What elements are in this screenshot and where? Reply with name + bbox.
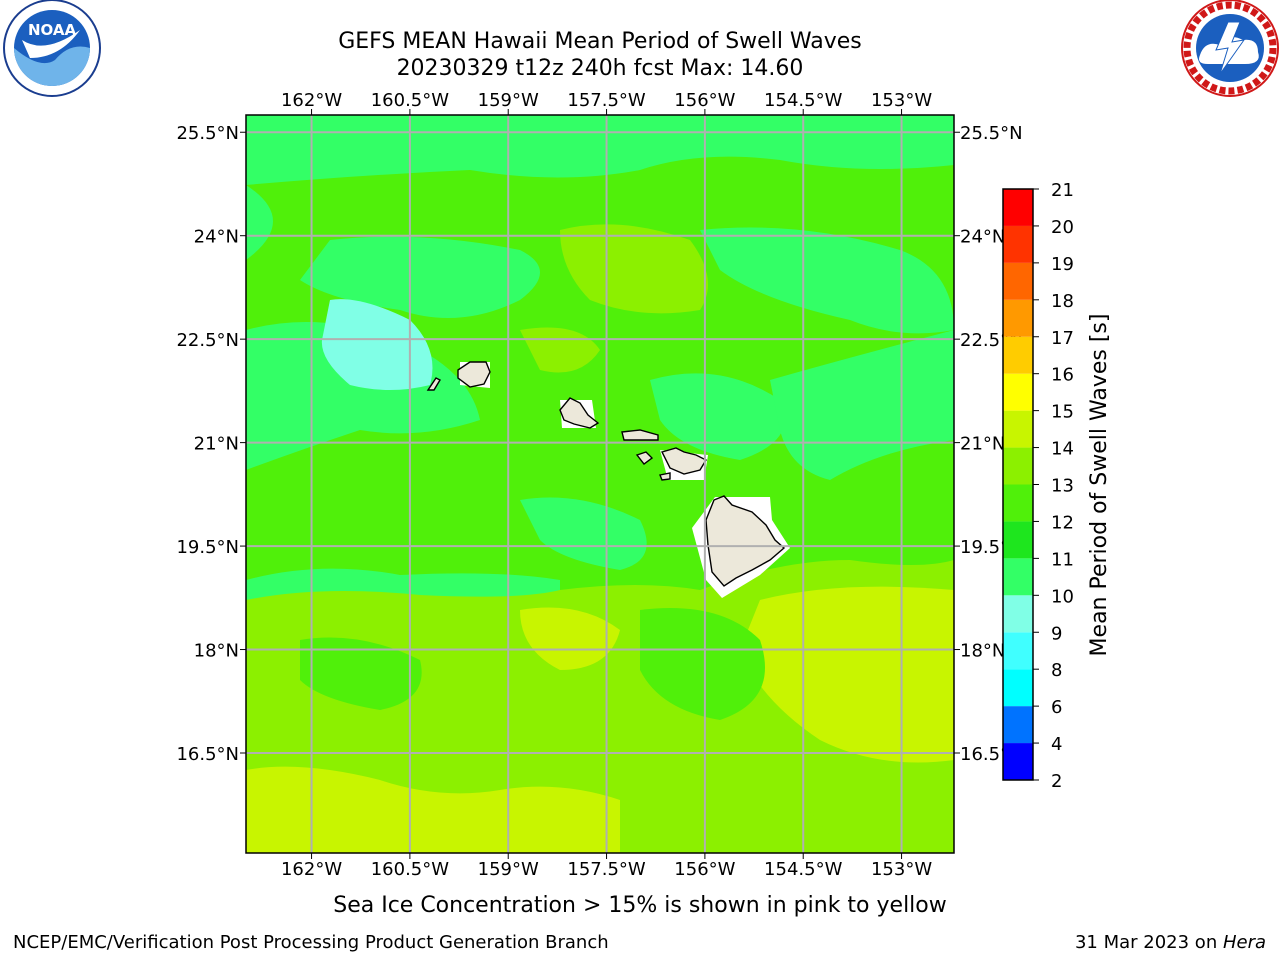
island-kahoolawe <box>659 472 671 481</box>
footer-date-text: 31 Mar 2023 on <box>1074 932 1223 953</box>
colorbar-tick-label: 18 <box>1051 291 1074 312</box>
colorbar-segment <box>1003 743 1033 780</box>
sea-ice-note: Sea Ice Concentration > 15% is shown in … <box>333 893 947 918</box>
colorbar-tick-label: 2 <box>1051 771 1062 792</box>
lon-label-bottom: 154.5°W <box>764 859 843 880</box>
lat-label-right: 18°N <box>960 641 1005 662</box>
noaa-logo: NOAA <box>3 0 101 97</box>
colorbar-segment <box>1003 336 1033 374</box>
island-maui <box>660 447 707 475</box>
noaa-logo-text: NOAA <box>28 21 77 39</box>
lon-label-bottom: 162°W <box>281 859 342 880</box>
lat-label-left: 19.5°N <box>176 537 239 558</box>
island-molokai <box>621 429 659 441</box>
colorbar-tick-label: 10 <box>1051 586 1074 607</box>
colorbar-tick-label: 17 <box>1051 328 1074 349</box>
chart-title: GEFS MEAN Hawaii Mean Period of Swell Wa… <box>338 29 862 54</box>
colorbar-segment <box>1003 558 1033 596</box>
lat-label-right: 25.5°N <box>960 123 1023 144</box>
colorbar-label: Mean Period of Swell Waves [s] <box>1087 314 1112 657</box>
lon-label-bottom: 157.5°W <box>567 859 646 880</box>
colorbar-tick-label: 21 <box>1051 180 1074 201</box>
lon-label-bottom: 156°W <box>674 859 735 880</box>
footer-date: 31 Mar 2023 on Hera <box>1075 932 1266 953</box>
colorbar-segment <box>1003 262 1033 300</box>
colorbar-tick-label: 8 <box>1051 660 1062 681</box>
colorbar-tick-label: 6 <box>1051 697 1062 718</box>
lon-label-top: 157.5°W <box>567 90 646 111</box>
footer-credit: NCEP/EMC/Verification Post Processing Pr… <box>13 932 609 953</box>
map-frame <box>245 114 955 854</box>
lon-label-top: 159°W <box>478 90 539 111</box>
colorbar-tick-label: 16 <box>1051 365 1074 386</box>
colorbar-segment <box>1003 189 1033 226</box>
lon-label-top: 153°W <box>871 90 932 111</box>
lon-label-bottom: 159°W <box>478 859 539 880</box>
lat-label-left: 22.5°N <box>176 330 239 351</box>
colorbar-segment <box>1003 447 1033 485</box>
lat-label-left: 24°N <box>194 227 239 248</box>
lon-label-top: 156°W <box>674 90 735 111</box>
colorbar-segment <box>1003 632 1033 670</box>
colorbar-segment <box>1003 484 1033 522</box>
lat-label-left: 21°N <box>194 434 239 455</box>
lon-label-top: 160.5°W <box>371 90 450 111</box>
chart-subtitle: 20230329 t12z 240h fcst Max: 14.60 <box>397 56 804 81</box>
colorbar-segment <box>1003 299 1033 337</box>
colorbar-tick-label: 12 <box>1051 512 1074 533</box>
swell-period-field <box>246 115 954 853</box>
footer-machine: Hera <box>1222 932 1266 953</box>
axis-labels: 162°W 162°W 160.5°W 160.5°W 159°W 159°W 157.5°… <box>176 90 1022 880</box>
colorbar-segment <box>1003 410 1033 448</box>
nws-logo <box>1181 0 1279 97</box>
lat-label-right: 24°N <box>960 227 1005 248</box>
island-lanai <box>635 451 654 465</box>
lon-label-top: 154.5°W <box>764 90 843 111</box>
colorbar-tick-label: 9 <box>1051 623 1062 644</box>
colorbar-segment <box>1003 521 1033 559</box>
colorbar-segment <box>1003 373 1033 411</box>
island-hawaii <box>705 495 786 587</box>
colorbar: 2 4 6 8 9 10 11 12 13 14 15 16 17 18 19 20 21 <box>1002 180 1074 792</box>
island-oahu <box>559 397 600 429</box>
colorbar-tick-label: 15 <box>1051 402 1074 423</box>
island-kauai <box>457 361 491 388</box>
colorbar-tick-label: 11 <box>1051 549 1074 570</box>
map-grid <box>240 109 960 859</box>
colorbar-tick-label: 13 <box>1051 476 1074 497</box>
islands <box>426 361 786 587</box>
colorbar-segment <box>1003 595 1033 633</box>
colorbar-segment <box>1003 706 1033 744</box>
colorbar-segment <box>1003 669 1033 707</box>
lat-label-left: 25.5°N <box>176 123 239 144</box>
island-niihau <box>426 377 441 391</box>
colorbar-tick-label: 4 <box>1051 734 1062 755</box>
lat-label-right: 21°N <box>960 434 1005 455</box>
lat-label-left: 16.5°N <box>176 744 239 765</box>
lon-label-bottom: 160.5°W <box>371 859 450 880</box>
lon-label-bottom: 153°W <box>871 859 932 880</box>
colorbar-tick-label: 14 <box>1051 439 1074 460</box>
lon-label-top: 162°W <box>281 90 342 111</box>
colorbar-tick-label: 19 <box>1051 254 1074 275</box>
lat-label-left: 18°N <box>194 641 239 662</box>
colorbar-segment <box>1003 225 1033 263</box>
colorbar-tick-label: 20 <box>1051 217 1074 238</box>
